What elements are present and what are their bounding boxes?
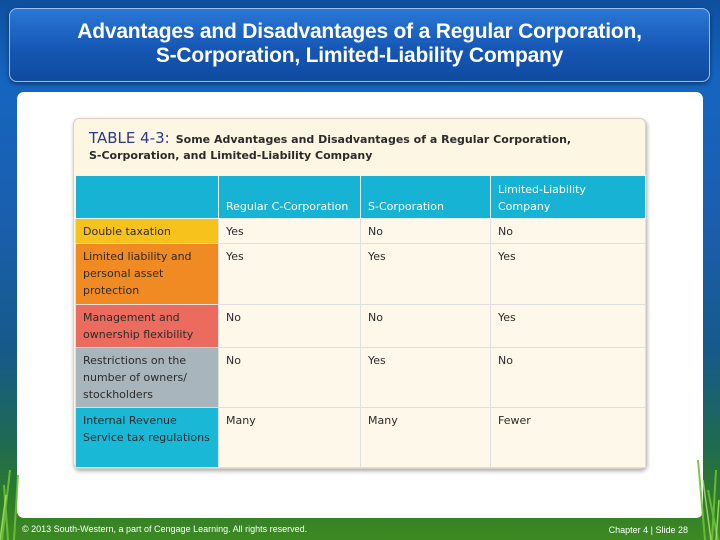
slide-title: Advantages and Disadvantages of a Regula… <box>9 20 710 68</box>
row-label: Internal Revenue Service tax regulations <box>75 407 219 468</box>
table-cell: No <box>360 304 491 348</box>
table-cell: No <box>360 218 491 244</box>
table-caption-line1: Some Advantages and Disadvantages of a R… <box>175 133 572 146</box>
table-row: Management and ownership flexibility No … <box>75 304 646 348</box>
slide-title-line1: Advantages and Disadvantages of a Regula… <box>77 20 642 43</box>
table-row: Double taxation Yes No No <box>75 218 646 244</box>
column-header: Regular C-Corporation <box>218 175 361 219</box>
table-label: TABLE 4-3: <box>89 129 170 147</box>
column-header <box>75 175 219 219</box>
footer-copyright: © 2013 South-Western, a part of Cengage … <box>22 524 308 534</box>
table-header-row: Regular C-Corporation S-Corporation Limi… <box>75 175 646 219</box>
table-cell: Many <box>218 407 361 468</box>
table-row: Limited liability and personal asset pro… <box>75 243 646 305</box>
table-cell: Yes <box>490 304 646 348</box>
table-caption: TABLE 4-3: Some Advantages and Disadvanta… <box>89 129 634 149</box>
slide-title-line2: S-Corporation, Limited-Liability Company <box>155 44 564 67</box>
comparison-table: Regular C-Corporation S-Corporation Limi… <box>75 175 646 468</box>
footer-slide-number: Chapter 4 | Slide 28 <box>608 525 688 535</box>
table-caption-line2: S-Corporation, and Limited-Liability Com… <box>89 149 373 162</box>
table-row: Internal Revenue Service tax regulations… <box>75 407 646 468</box>
row-label: Limited liability and personal asset pro… <box>75 243 219 305</box>
table-cell: Yes <box>218 243 361 305</box>
table-row: Restrictions on the number of owners/ st… <box>75 347 646 408</box>
table-cell: Yes <box>360 347 491 408</box>
column-header: S-Corporation <box>360 175 491 219</box>
table-cell: Yes <box>360 243 491 305</box>
table-cell: No <box>490 218 646 244</box>
table-cell: Yes <box>490 243 646 305</box>
title-bar <box>9 8 710 82</box>
table-cell: No <box>490 347 646 408</box>
row-label: Restrictions on the number of owners/ st… <box>75 347 219 408</box>
table-cell: Fewer <box>490 407 646 468</box>
table-cell: Many <box>360 407 491 468</box>
table-cell: No <box>218 347 361 408</box>
row-label: Double taxation <box>75 218 219 244</box>
table-cell: No <box>218 304 361 348</box>
column-header: Limited-Liability Company <box>490 175 646 219</box>
row-label: Management and ownership flexibility <box>75 304 219 348</box>
table-cell: Yes <box>218 218 361 244</box>
